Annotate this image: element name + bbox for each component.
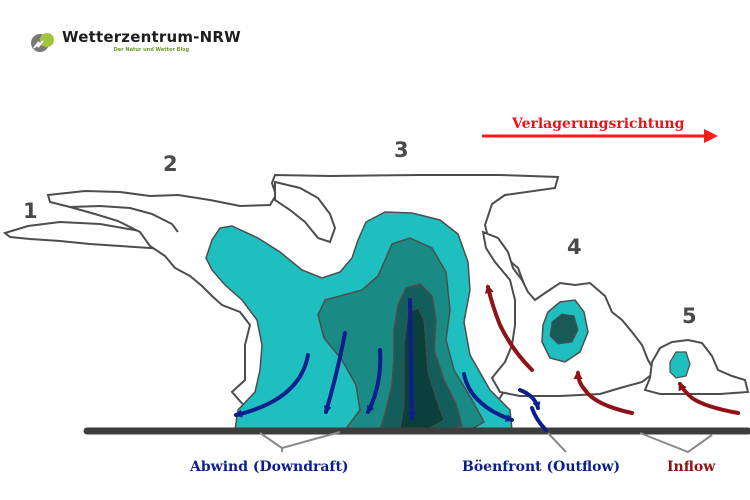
inflow-pointer [639,432,713,454]
anvil-overhang [274,180,337,244]
stage-number-3: 3 [394,138,409,162]
outflow-label: Böenfront (Outflow) [462,459,620,475]
cloud-stage-5 [643,338,750,395]
downdraft-arrow-1 [234,353,310,418]
stage-number-2: 2 [163,152,178,176]
downdraft-arrow-5 [462,372,514,422]
stage-number-1: 1 [23,199,38,223]
outflow-pointer [547,432,567,453]
direction-label: Verlagerungsrichtung [511,116,685,132]
cell-4-core-inner [549,313,579,345]
inflow-label: Inflow [667,459,716,475]
inflow-arrows [484,284,740,415]
brand-logo[interactable]: Wetterzentrum-NRW Der Natur und Wetter B… [28,30,241,58]
stage-number-5: 5 [682,304,697,328]
label-pointer-lines [259,431,713,454]
downdraft-arrow-3 [366,348,383,414]
downdraft-arrow-4 [407,298,416,420]
brand-subtitle: Der Natur und Wetter Blog [113,47,190,53]
inflow-arrow-1 [484,284,534,372]
downdraft-label: Abwind (Downdraft) [189,459,349,475]
inflow-arrow-2 [573,370,634,415]
direction-arrow-icon [482,129,718,143]
cell-5-core [669,351,691,379]
downdraft-arrow-2 [323,331,347,414]
gust-front-arrow-2 [530,406,548,432]
cloud-2-inner-line [69,204,179,233]
gust-front-arrow-1 [518,388,541,410]
downdraft-arrows [234,298,548,432]
inflow-arrow-3 [678,381,740,415]
downdraft-pointer [259,431,341,452]
logo-icon [31,33,54,52]
brand-title: Wetterzentrum-NRW [62,28,241,46]
stage-number-4: 4 [567,235,582,259]
